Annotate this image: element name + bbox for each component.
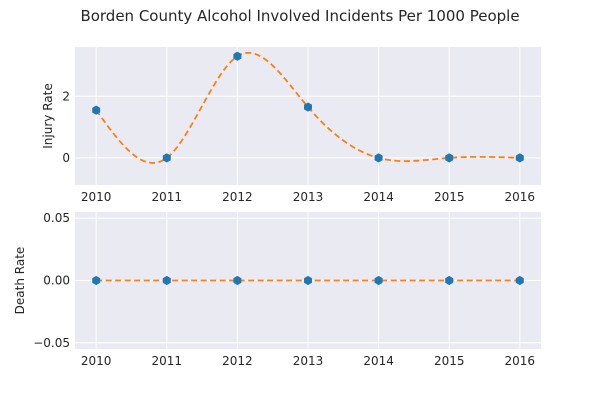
data-point xyxy=(304,102,312,112)
x-tick-label: 2013 xyxy=(293,354,324,368)
y-tick-label: 0.05 xyxy=(43,211,70,225)
data-point xyxy=(92,275,101,286)
x-tick-label: 2015 xyxy=(434,354,465,368)
data-point xyxy=(374,153,383,163)
y-tick-label: −0.05 xyxy=(33,336,70,350)
y-tick-label: 0.00 xyxy=(43,274,70,288)
x-tick-label: 2012 xyxy=(222,354,253,368)
x-tick-label: 2015 xyxy=(434,190,465,204)
data-point xyxy=(304,275,312,286)
chart-title: Borden County Alcohol Involved Incidents… xyxy=(80,7,519,25)
x-tick-label: 2016 xyxy=(505,190,536,204)
x-tick-label: 2014 xyxy=(363,190,394,204)
x-tick-label: 2011 xyxy=(152,190,183,204)
x-tick-label: 2011 xyxy=(152,354,183,368)
data-point xyxy=(162,153,171,163)
data-point xyxy=(515,153,524,163)
x-tick-label: 2010 xyxy=(81,190,112,204)
x-tick-label: 2012 xyxy=(222,190,253,204)
data-point xyxy=(445,153,454,163)
x-tick-label: 2014 xyxy=(363,354,394,368)
x-tick-label: 2013 xyxy=(293,190,324,204)
data-point xyxy=(374,275,383,286)
y-tick-label: 0 xyxy=(62,151,70,165)
y-tick-label: 2 xyxy=(62,89,70,103)
data-point xyxy=(233,275,242,286)
data-point xyxy=(515,275,524,286)
x-tick-label: 2010 xyxy=(81,354,112,368)
data-point xyxy=(92,105,101,115)
death-rate-panel: 2010 2011 2012 2013 2014 2015 2016 −0.05 0.00 0.0… xyxy=(13,211,541,368)
x-tick-label: 2016 xyxy=(505,354,536,368)
data-point xyxy=(162,275,171,286)
data-point xyxy=(445,275,454,286)
y-axis-label: Injury Rate xyxy=(41,83,55,148)
y-axis-label: Death Rate xyxy=(13,247,27,315)
data-point xyxy=(233,51,242,61)
injury-rate-panel: 2010 2011 2012 2013 2014 2015 2016 0 2 Injury Rat… xyxy=(41,47,541,204)
